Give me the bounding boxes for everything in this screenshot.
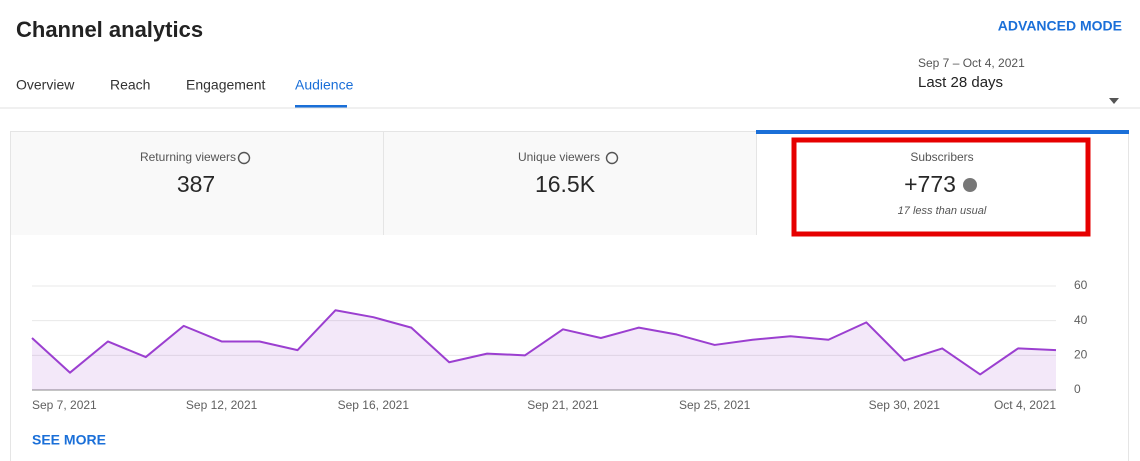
tab[interactable]: Overview <box>16 77 75 93</box>
page-title: Channel analytics <box>16 17 203 42</box>
tab[interactable]: Reach <box>110 77 150 93</box>
x-tick-label: Sep 21, 2021 <box>527 398 599 412</box>
see-more[interactable]: SEE MORE <box>32 432 106 448</box>
tab-active[interactable]: Audience <box>295 77 354 93</box>
x-tick-label: Sep 7, 2021 <box>32 398 97 412</box>
highlight-box <box>791 137 1091 237</box>
metric-tile[interactable] <box>384 132 756 235</box>
advanced-mode[interactable]: ADVANCED MODE <box>998 18 1122 34</box>
tab[interactable]: Engagement <box>186 77 266 93</box>
selected-indicator <box>756 130 1129 134</box>
x-tick-label: Sep 16, 2021 <box>338 398 410 412</box>
metric-label: Unique viewers <box>518 150 600 164</box>
area <box>32 310 1056 390</box>
y-tick-label: 0 <box>1074 382 1081 396</box>
date-range: Sep 7 – Oct 4, 2021 <box>918 56 1025 70</box>
x-tick-label: Sep 25, 2021 <box>679 398 751 412</box>
tab-underline <box>295 105 347 108</box>
line <box>31 309 1057 376</box>
metric-label: Returning viewers <box>140 150 236 164</box>
metric-value: 387 <box>177 171 215 197</box>
metric-tile[interactable] <box>11 132 383 235</box>
y-tick-label: 20 <box>1074 348 1088 362</box>
info-icon[interactable] <box>237 151 251 165</box>
x-tick-label: Sep 12, 2021 <box>186 398 258 412</box>
down-icon <box>963 178 977 192</box>
info-icon[interactable] <box>605 151 619 165</box>
chart: 0 20 40 60 Sep 7, 2021 Sep 12, 2021 Sep 16, 20… <box>31 278 1088 412</box>
x-tick-label: Sep 30, 2021 <box>869 398 941 412</box>
y-tick-label: 40 <box>1074 313 1088 327</box>
dropdown-arrow[interactable] <box>1109 98 1119 104</box>
metric-value: +773 <box>904 171 956 197</box>
metric-note: 17 less than usual <box>898 205 987 217</box>
metric-label: Subscribers <box>910 150 973 164</box>
date-label[interactable]: Last 28 days <box>918 74 1003 91</box>
metric-value: 16.5K <box>535 171 596 197</box>
y-tick-label: 60 <box>1074 278 1088 292</box>
x-tick-label: Oct 4, 2021 <box>994 398 1056 412</box>
